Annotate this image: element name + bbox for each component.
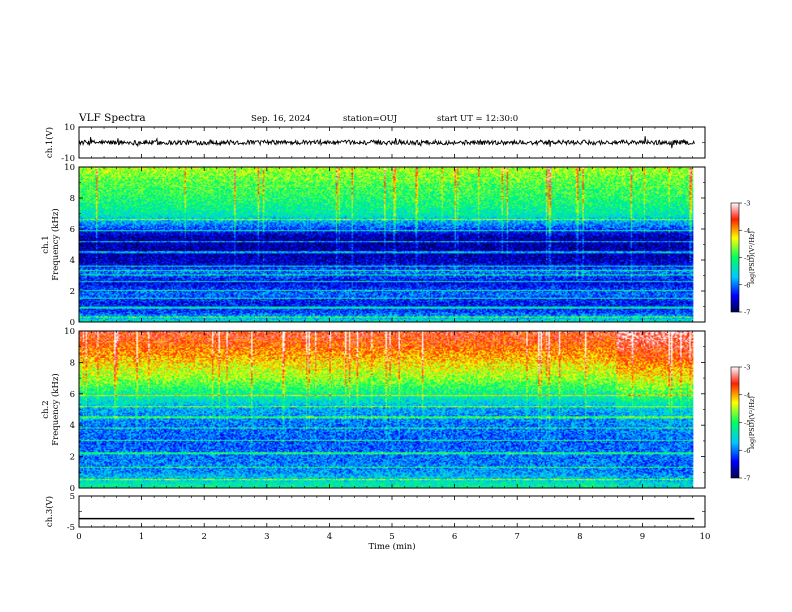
panel-frame — [78, 495, 706, 528]
colorbar-tick-label: -3 — [744, 364, 750, 372]
x-tick-label: 8 — [577, 532, 582, 542]
y-tick-label: -10 — [61, 154, 75, 164]
colorbar-tick-label: -6 — [744, 447, 750, 455]
y-tick-label: 10 — [64, 327, 75, 337]
x-tick-label: 4 — [327, 532, 332, 542]
x-tick-label: 0 — [76, 532, 81, 542]
x-tick-label: 3 — [264, 532, 269, 542]
colorbar-tick-label: -3 — [744, 200, 750, 208]
x-tick-label: 9 — [640, 532, 645, 542]
colorbar — [730, 366, 740, 479]
spectrogram-image-ch2 — [79, 331, 705, 488]
y-tick-label: 0 — [70, 318, 75, 328]
y-tick-label: 4 — [70, 256, 75, 266]
y-axis-label: ch.1(V) — [44, 127, 55, 158]
y-tick-label: 2 — [70, 287, 75, 297]
colorbar-tick-label: -4 — [744, 227, 750, 235]
y-tick-label: -5 — [67, 523, 75, 533]
start-time-label: start UT = 12:30:0 — [437, 114, 519, 124]
x-tick-label: 10 — [700, 532, 711, 542]
y-tick-label: 4 — [70, 421, 75, 431]
x-tick-label: 1 — [139, 532, 144, 542]
channel-label: ch.1 — [41, 235, 51, 253]
colorbar-tick-label: -4 — [744, 391, 750, 399]
y-tick-label: 6 — [70, 390, 75, 400]
date-label: Sep. 16, 2024 — [251, 114, 311, 124]
figure-title: VLF Spectra — [79, 112, 146, 124]
colorbar-tick-label: -6 — [744, 281, 750, 289]
y-tick-label: 5 — [70, 492, 75, 502]
y-axis-label: Frequency (kHz) — [50, 208, 61, 280]
channel-label: ch.2 — [41, 400, 51, 418]
x-tick-label: 5 — [389, 532, 394, 542]
colorbar-label: log(PSD)(V²/Hz) — [748, 396, 756, 449]
y-tick-label: 8 — [70, 194, 75, 204]
spectrogram-image-ch1 — [79, 167, 705, 322]
y-axis-label: Frequency (kHz) — [50, 373, 61, 445]
ch1-waveform-line — [78, 136, 695, 149]
y-tick-label: 10 — [64, 163, 75, 173]
colorbar — [730, 202, 740, 313]
y-tick-label: 2 — [70, 453, 75, 463]
y-tick-label: 6 — [70, 225, 75, 235]
x-tick-label: 7 — [514, 532, 519, 542]
x-axis-label: Time (min) — [368, 541, 415, 552]
x-tick-label: 6 — [452, 532, 457, 542]
x-tick-label: 2 — [201, 532, 206, 542]
colorbar-tick-label: -7 — [744, 475, 750, 483]
colorbar-tick-label: -5 — [744, 419, 750, 427]
y-axis-label: ch.3(V) — [44, 496, 55, 527]
station-label: station=OUJ — [343, 114, 398, 124]
y-tick-label: 10 — [64, 123, 75, 133]
y-tick-label: 0 — [70, 484, 75, 494]
colorbar-tick-label: -5 — [744, 254, 750, 262]
colorbar-label: log(PSD)(V²/Hz) — [748, 231, 756, 284]
y-tick-label: 8 — [70, 358, 75, 368]
colorbar-tick-label: -7 — [744, 309, 750, 317]
